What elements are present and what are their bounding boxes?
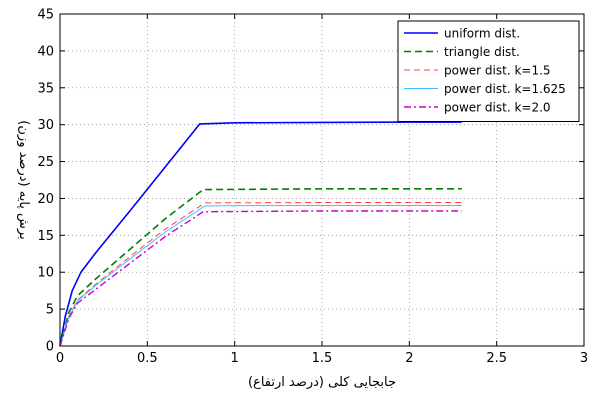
y-axis-label: برش پایه (درصد وزن) bbox=[16, 120, 31, 239]
y-tick-label: 5 bbox=[46, 303, 54, 318]
y-tick-label: 10 bbox=[37, 266, 54, 281]
x-tick-label: 2 bbox=[405, 351, 413, 366]
x-tick-label: 2.5 bbox=[486, 351, 507, 366]
legend-label: power dist. k=2.0 bbox=[444, 101, 551, 115]
series-line-3 bbox=[59, 202, 462, 347]
legend-label: uniform dist. bbox=[444, 27, 520, 41]
x-tick-label: 1.5 bbox=[312, 351, 333, 366]
legend-box bbox=[397, 20, 580, 122]
series-line-4 bbox=[59, 204, 462, 347]
y-tick-label: 15 bbox=[37, 229, 54, 244]
legend-label: power dist. k=1.625 bbox=[444, 82, 566, 96]
y-tick-label: 25 bbox=[37, 155, 54, 170]
x-tick-label: 1 bbox=[231, 351, 239, 366]
y-tick-label: 45 bbox=[37, 8, 54, 23]
series-line-5 bbox=[59, 210, 462, 347]
y-tick-label: 30 bbox=[37, 118, 54, 133]
legend-label: triangle dist. bbox=[444, 45, 520, 59]
y-tick-label: 20 bbox=[37, 192, 54, 207]
series-line-2 bbox=[59, 188, 462, 347]
x-tick-label: 3 bbox=[580, 351, 588, 366]
x-tick-label: 0 bbox=[56, 351, 64, 366]
legend-label: power dist. k=1.5 bbox=[444, 64, 551, 78]
x-tick-label: 0.5 bbox=[137, 351, 158, 366]
series-layer bbox=[59, 121, 462, 347]
y-tick-label: 0 bbox=[46, 340, 54, 355]
series-line-1 bbox=[59, 121, 462, 347]
x-axis-label: جابجایی کلی (درصد ارتفاع) bbox=[248, 375, 396, 390]
y-tick-label: 40 bbox=[37, 44, 54, 59]
y-tick-label: 35 bbox=[37, 81, 54, 96]
legend: uniform dist. triangle dist. power dist. k… bbox=[397, 20, 580, 122]
